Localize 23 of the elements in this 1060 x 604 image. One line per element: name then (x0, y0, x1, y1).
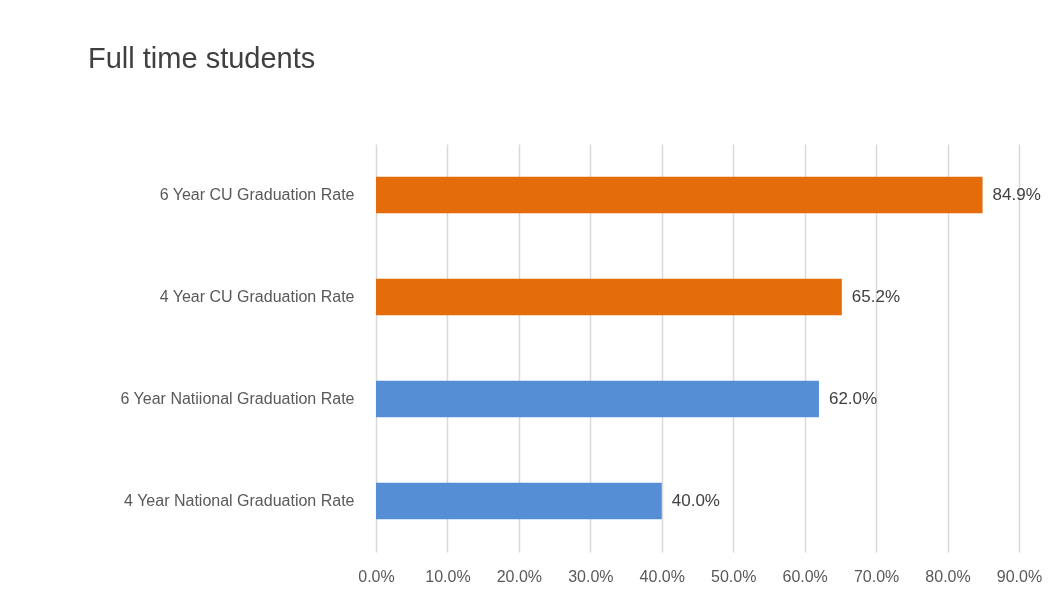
bar (376, 482, 662, 520)
x-tick-label: 20.0% (496, 567, 543, 585)
x-tick-label: 10.0% (425, 567, 471, 585)
bar (376, 176, 983, 214)
bar (376, 278, 842, 316)
y-tick-label: 6 Year CU Graduation Rate (159, 186, 355, 203)
y-tick-label: 6 Year Natiional Graduation Rate (120, 390, 355, 407)
x-tick-label: 90.0% (996, 567, 1043, 585)
bar (376, 380, 819, 418)
y-tick-label: 4 Year CU Graduation Rate (159, 288, 355, 305)
data-label: 65.2% (851, 287, 901, 306)
x-tick-label: 40.0% (639, 567, 685, 585)
x-tick-label: 0.0% (358, 567, 395, 585)
data-label: 62.0% (828, 389, 878, 408)
chart-title: Full time students (88, 42, 316, 74)
x-tick-label: 70.0% (853, 567, 900, 585)
data-label: 40.0% (671, 491, 720, 510)
x-tick-label: 50.0% (711, 567, 757, 585)
x-tick-label: 80.0% (925, 567, 971, 585)
data-label: 84.9% (992, 185, 1041, 204)
x-tick-label: 30.0% (568, 567, 614, 585)
y-tick-label: 4 Year National Graduation Rate (124, 492, 355, 509)
x-tick-label: 60.0% (782, 567, 828, 585)
